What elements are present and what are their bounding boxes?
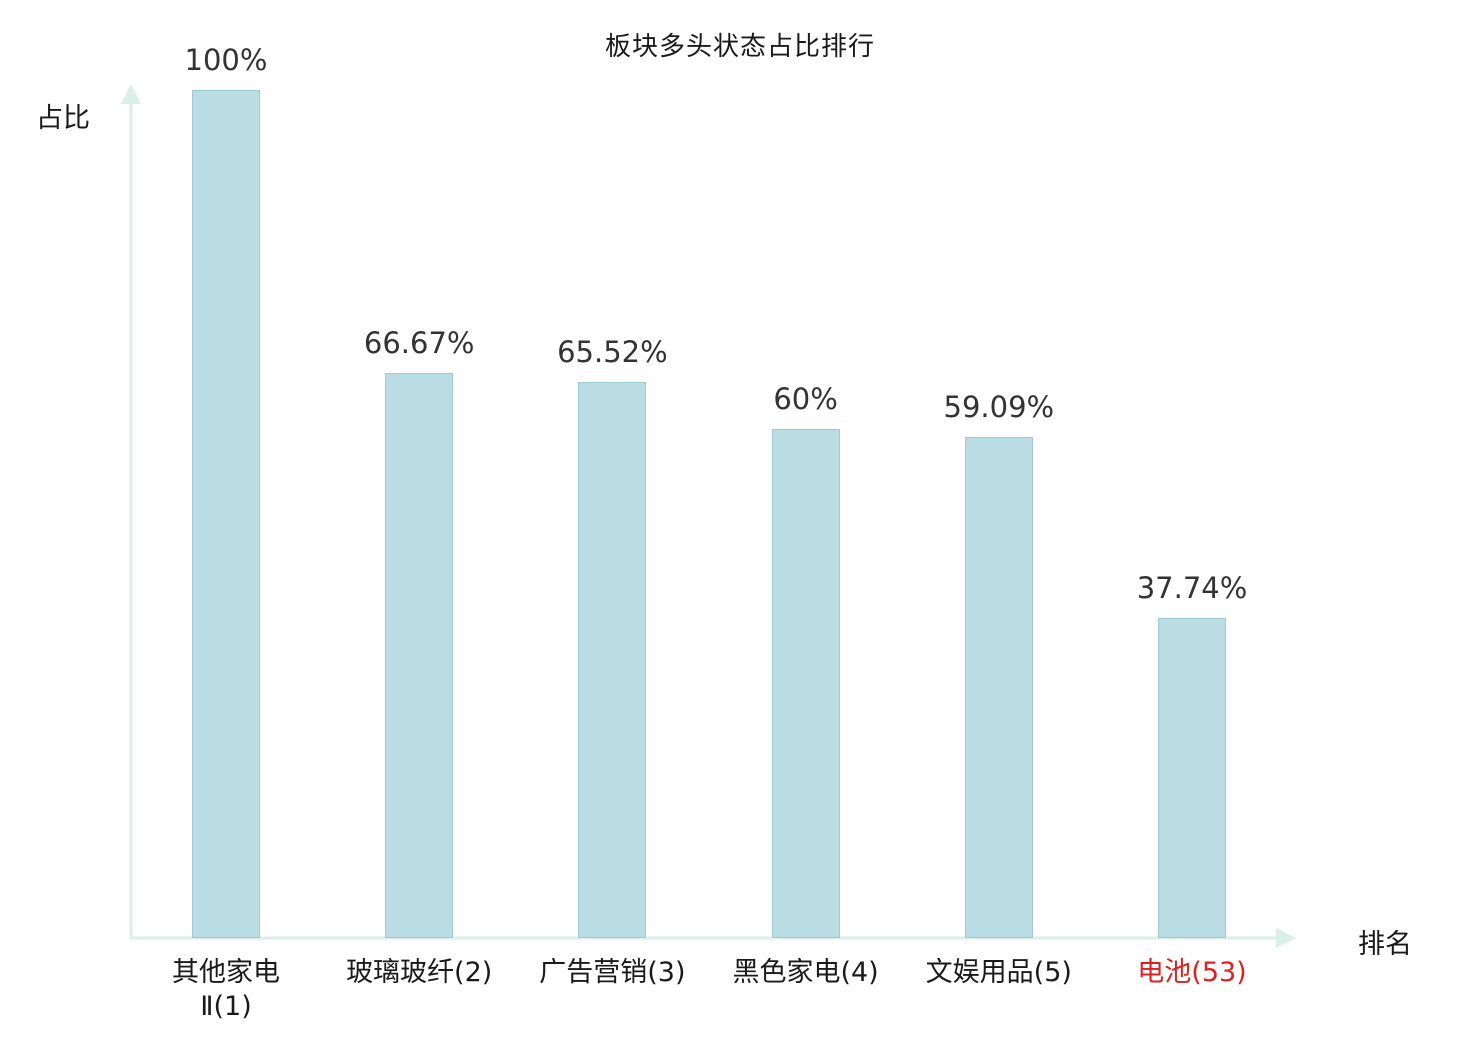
y-axis-arrow-icon: [121, 84, 141, 104]
bar-4: [771, 429, 840, 938]
bar-5: [964, 437, 1033, 938]
value-label-2: 66.67%: [363, 326, 475, 360]
category-label-4: 黑色家电(4): [732, 957, 879, 988]
bar-2: [385, 373, 454, 938]
category-label-6: 电池(53): [1137, 957, 1247, 988]
x-axis-arrow-icon: [1276, 928, 1296, 948]
value-label-4: 60%: [773, 382, 838, 416]
chart-title: 板块多头状态占比排行: [604, 32, 875, 62]
value-label-3: 65.52%: [557, 335, 668, 369]
x-axis-label: 排名: [1358, 929, 1412, 960]
bar-6: [1158, 618, 1226, 938]
value-label-5: 59.09%: [943, 390, 1055, 424]
category-label-5: 文娱用品(5): [925, 957, 1072, 988]
category-label-2: 玻璃玻纤(2): [346, 957, 493, 988]
category-label-1: 其他家电 Ⅱ(1): [172, 957, 280, 1022]
bar-1: [192, 90, 260, 938]
value-label-6: 37.74%: [1136, 571, 1248, 605]
category-label-3: 广告营销(3): [539, 957, 686, 988]
y-axis-label: 占比: [36, 103, 90, 134]
bar-3: [578, 382, 647, 938]
value-label-1: 100%: [184, 43, 268, 77]
